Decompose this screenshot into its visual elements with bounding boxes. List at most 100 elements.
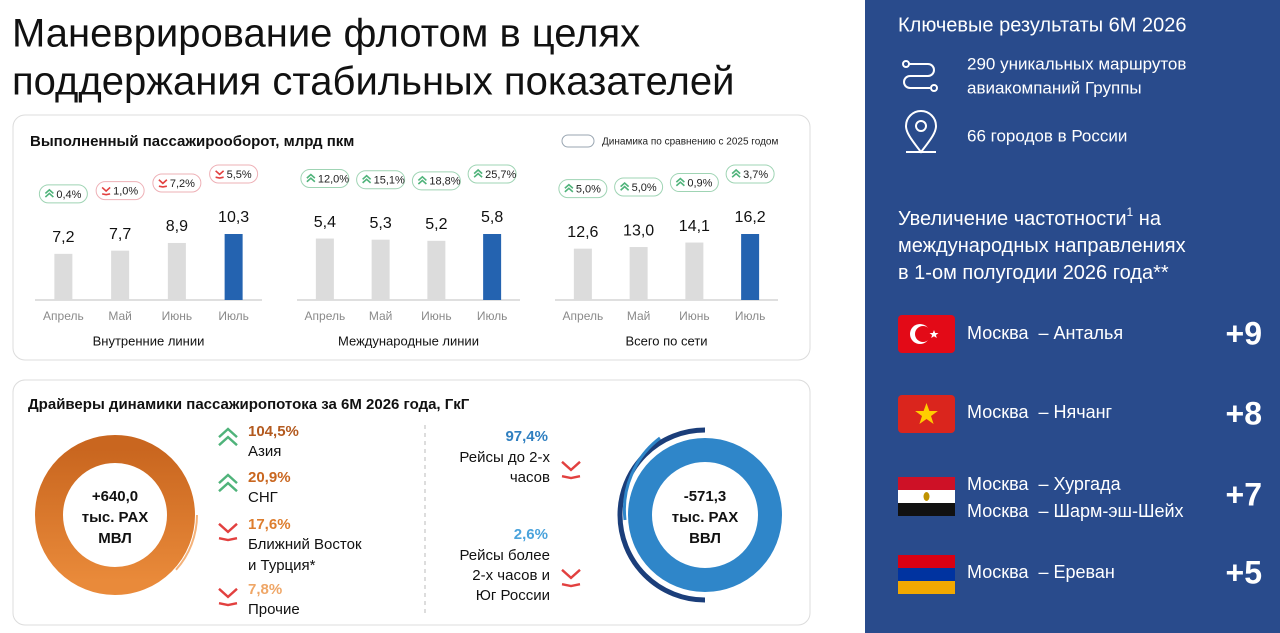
value-label: 7,7 [109, 226, 131, 243]
change-pill: 18,8% [411, 171, 461, 191]
subtitle-line: в 1-ом полугодии 2026 года** [898, 262, 1169, 284]
change-arrow [473, 168, 483, 178]
change-arrow [564, 183, 574, 193]
panel [12, 114, 811, 361]
change-arrow [731, 168, 741, 178]
flag-egypt [898, 477, 955, 516]
driver-value: 2,6% [514, 526, 548, 543]
change-pill: 25,7% [467, 164, 517, 184]
pill-outline [725, 164, 775, 184]
x-tick-label: Июль [735, 309, 766, 323]
bar [167, 242, 186, 300]
change-label: 5,0% [576, 184, 601, 196]
driver-label: СНГ [248, 489, 278, 506]
x-axis-label: Всего по сети [625, 333, 707, 348]
change-pill: 5,0% [558, 179, 608, 199]
value-label: 14,1 [679, 218, 710, 235]
change-pill: 0,9% [669, 173, 719, 193]
donut-center-text: МВЛ [98, 530, 131, 547]
donut-center-text: ВВЛ [689, 530, 721, 547]
x-tick-label: Июль [218, 309, 249, 323]
x-tick-label: Апрель [43, 309, 84, 323]
donut-ring [35, 435, 195, 595]
driver-label: 2-х часов и [472, 567, 550, 584]
x-tick-label: Июнь [679, 309, 710, 323]
route-text: Москва – Шарм-эш-Шейх [967, 501, 1184, 521]
donut-accent [617, 427, 706, 603]
bar [54, 253, 73, 300]
value-label: 5,2 [425, 216, 447, 233]
value-label: 10,3 [218, 209, 249, 226]
trend-arrow [218, 427, 238, 447]
change-pill: 3,7% [725, 164, 775, 184]
trend-arrow [218, 587, 238, 607]
x-tick-label: Июнь [162, 309, 193, 323]
driver-label: Ближний Восток [248, 536, 362, 553]
flag-turkey [898, 315, 955, 353]
pill-outline [152, 173, 202, 193]
change-arrow [306, 173, 316, 183]
change-arrow [362, 174, 372, 184]
pin-icon [904, 110, 938, 154]
driver-label: Рейсы до 2-х [459, 449, 550, 466]
change-arrow [620, 181, 630, 191]
value-label: 5,8 [481, 209, 503, 226]
driver-value: 20,9% [248, 469, 291, 486]
panel-title: Драйверы динамики пассажиропотока за 6М … [28, 396, 470, 413]
sidebar-title: Ключевые результаты 6М 2026 [898, 14, 1187, 36]
value-label: 8,9 [166, 218, 188, 235]
change-label: 1,0% [113, 186, 138, 198]
panel-title: Выполненный пассажирооборот, млрд пкм [30, 133, 354, 150]
trend-arrow [561, 460, 581, 480]
subtitle-text: Увеличение частотности [898, 208, 1127, 230]
change-pill: 15,1% [356, 170, 406, 190]
subtitle-line: международных направлениях [898, 235, 1186, 257]
x-tick-label: Апрель [563, 309, 604, 323]
change-arrow [158, 179, 168, 188]
legend-text: Динамика по сравнению с 2025 годом [602, 137, 778, 148]
route-text: Москва – Хургада [967, 474, 1122, 494]
driver-label: Азия [248, 443, 281, 460]
x-axis-label: Международные линии [338, 333, 479, 348]
pill-outline [356, 170, 406, 190]
value-label: 5,3 [370, 215, 392, 232]
fact-text: 66 городов в России [967, 126, 1127, 145]
bar [224, 234, 243, 300]
pill-outline [95, 181, 145, 201]
change-arrow [44, 188, 54, 198]
flag-vietnam [898, 395, 955, 433]
donut-center-text: тыс. PAX [82, 509, 149, 526]
driver-value: 97,4% [505, 428, 548, 445]
subtitle-text: на [1133, 208, 1162, 230]
pill-outline [411, 171, 461, 191]
driver-value: 104,5% [248, 423, 299, 440]
donut-accent [32, 432, 198, 598]
title-line: поддержания стабильных показателей [12, 60, 734, 104]
route-value: +7 [1226, 476, 1262, 512]
pill-outline [558, 179, 608, 199]
change-arrow [101, 186, 111, 196]
change-label: 18,8% [429, 176, 460, 188]
x-axis-label: Внутренние линии [93, 333, 205, 348]
value-label: 5,4 [314, 214, 336, 231]
x-tick-label: Май [108, 309, 132, 323]
change-pill: 0,4% [38, 184, 88, 204]
change-label: 15,1% [374, 175, 405, 187]
change-label: 5,5% [227, 169, 252, 181]
change-label: 25,7% [485, 169, 516, 181]
change-label: 0,9% [687, 177, 712, 189]
driver-label: и Турция* [248, 557, 316, 574]
driver-label: Рейсы более [459, 547, 550, 564]
trend-arrow [561, 568, 581, 588]
driver-label: часов [510, 469, 550, 486]
bar [573, 248, 592, 300]
fact-text: авиакомпаний Группы [967, 78, 1142, 97]
title-line: Маневрирование флотом в целях [12, 12, 640, 56]
panel [12, 379, 811, 626]
route-value: +5 [1226, 554, 1262, 590]
donut-ring [628, 438, 782, 592]
driver-value: 7,8% [248, 581, 282, 598]
route-value: +8 [1226, 395, 1262, 431]
bar [315, 238, 334, 300]
change-arrow [215, 170, 225, 179]
